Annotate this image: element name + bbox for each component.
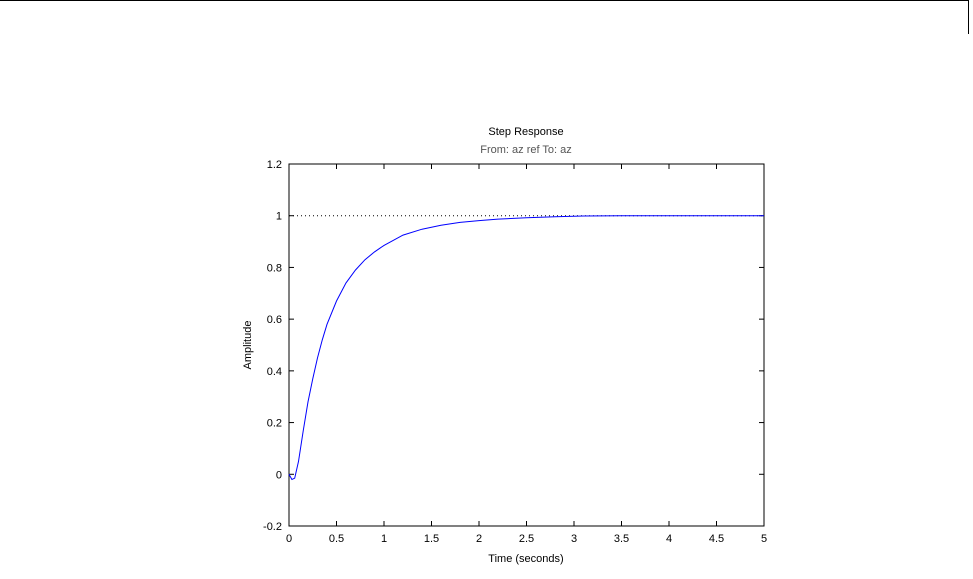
- x-axis-label: Time (seconds): [488, 553, 563, 565]
- x-tick-label: 3: [571, 533, 577, 545]
- x-tick-label: 1.5: [424, 533, 439, 545]
- y-tick-label: -0.2: [263, 521, 282, 533]
- x-tick-label: 4.5: [709, 533, 724, 545]
- y-tick-label: 0.6: [267, 314, 282, 326]
- x-tick-label: 0: [286, 533, 292, 545]
- x-tick-labels: 0 0.5 1 1.5 2 2.5 3 3.5 4 4.5 5: [286, 533, 767, 545]
- y-tick-label: 0.4: [267, 366, 282, 378]
- chart-title: Step Response: [488, 126, 563, 138]
- y-tick-label: 0: [276, 469, 282, 481]
- window-right-edge: [968, 0, 969, 34]
- chart-subtitle: From: az ref To: az: [480, 144, 572, 156]
- x-tick-label: 3.5: [614, 533, 629, 545]
- window-top-border: [0, 0, 969, 1]
- y-axis-label: Amplitude: [242, 321, 254, 370]
- x-tick-label: 4: [666, 533, 672, 545]
- y-tick-label: 0.8: [267, 262, 282, 274]
- response-line: [288, 215, 764, 481]
- x-tick-label: 1: [381, 533, 387, 545]
- x-tick-label: 0.5: [329, 533, 344, 545]
- y-tick-label: 0.2: [267, 418, 282, 430]
- x-tick-label: 5: [761, 533, 767, 545]
- x-tick-label: 2.5: [519, 533, 534, 545]
- y-tick-label: 1.2: [267, 159, 282, 171]
- y-tick-label: 1: [276, 211, 282, 223]
- axis-ticks: [288, 163, 765, 527]
- plot-area: [288, 163, 765, 527]
- y-tick-labels: -0.2 0 0.2 0.4 0.6 0.8 1 1.2: [263, 159, 282, 533]
- x-tick-label: 2: [476, 533, 482, 545]
